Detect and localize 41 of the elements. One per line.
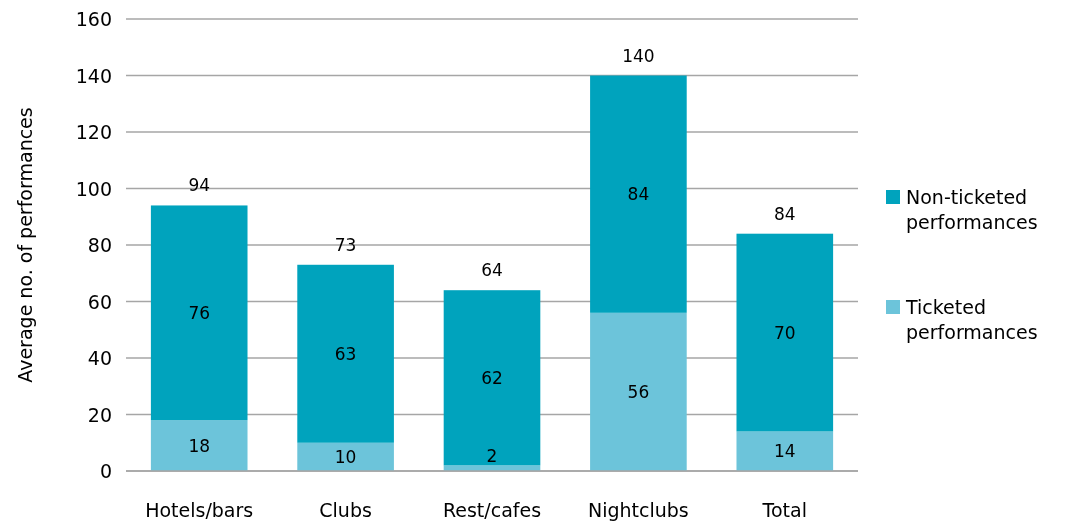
legend-label: Ticketed performances: [905, 296, 1038, 343]
bar: [150, 205, 248, 421]
bar: [736, 431, 834, 471]
y-axis-title: Average no. of performances: [14, 107, 36, 383]
y-tick-label: 60: [87, 290, 112, 313]
bar: [590, 312, 687, 471]
y-tick-label: 0: [99, 460, 112, 482]
data-label: 63: [334, 343, 357, 364]
data-label: 56: [627, 381, 650, 402]
y-tick-label: 100: [75, 177, 112, 200]
data-label: 62: [481, 367, 503, 388]
y-tick-label: 20: [87, 403, 112, 426]
total-label: 140: [622, 45, 655, 66]
data-label: 14: [773, 441, 796, 462]
y-tick-label: 140: [75, 64, 112, 87]
x-tick-label: Nightclubs: [588, 499, 689, 521]
x-tick-label: Rest/cafes: [442, 499, 542, 521]
total-label: 73: [334, 234, 357, 255]
bar: [150, 420, 248, 471]
bar: [736, 233, 834, 432]
data-label: 84: [627, 184, 650, 205]
x-tick-label: Total: [761, 499, 807, 521]
data-label: 76: [188, 302, 211, 323]
data-label: 18: [188, 435, 211, 456]
y-tick-label: 120: [75, 121, 112, 143]
total-label: 84: [773, 203, 796, 224]
legend-label: Non-ticketed performances: [906, 186, 1038, 233]
y-tick-label: 160: [75, 8, 112, 30]
x-tick-label: Clubs: [319, 499, 372, 521]
data-label: 10: [334, 446, 357, 467]
bar: [590, 75, 687, 313]
y-tick-label: 40: [87, 347, 112, 369]
y-tick-label: 80: [87, 234, 112, 256]
bar: [297, 442, 394, 471]
bar: [443, 290, 541, 466]
total-label: 94: [188, 175, 211, 196]
data-label: 70: [773, 322, 796, 343]
total-label: 64: [481, 260, 503, 281]
data-label: 2: [486, 446, 498, 467]
bar: [297, 264, 394, 443]
x-tick-label: Hotels/bars: [145, 499, 254, 521]
